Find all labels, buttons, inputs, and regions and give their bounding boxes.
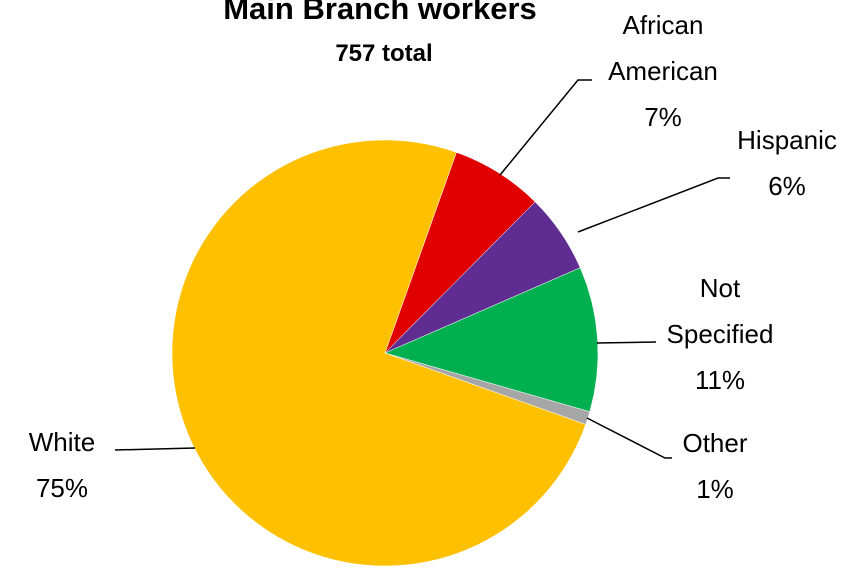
leader-line (499, 79, 592, 176)
value-label: 11% (694, 365, 746, 395)
value-label: 7% (644, 102, 682, 132)
leader-line (114, 447, 196, 451)
leader-line (577, 177, 730, 233)
category-label: White (28, 427, 96, 457)
data-label: African American 7% (583, 2, 743, 140)
value-label: 1% (696, 474, 734, 504)
leader-line (596, 341, 657, 344)
data-label: Not Specified 11% (645, 265, 795, 403)
value-label: 75% (35, 473, 89, 503)
value-label: 6% (768, 171, 806, 201)
pie-slice (171, 139, 586, 567)
chart-title: Main Branch workers (223, 0, 537, 26)
data-label: White 75% (0, 419, 124, 511)
category-label: African American (608, 10, 718, 86)
category-label: Hispanic (737, 125, 837, 155)
leader-lines (114, 79, 730, 459)
category-label: Other (682, 428, 748, 458)
chart-subtitle: 757 total (335, 40, 432, 67)
category-label: Not Specified (666, 273, 774, 349)
pie-slice (384, 267, 599, 413)
leader-line (586, 417, 672, 459)
slices (171, 139, 599, 567)
data-label: Other 1% (655, 420, 775, 512)
data-label: Hispanic 6% (712, 117, 859, 209)
